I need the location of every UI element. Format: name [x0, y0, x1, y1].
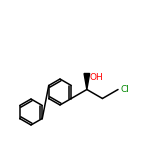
- Polygon shape: [84, 74, 90, 90]
- Text: Cl: Cl: [120, 85, 129, 94]
- Text: OH: OH: [90, 73, 104, 81]
